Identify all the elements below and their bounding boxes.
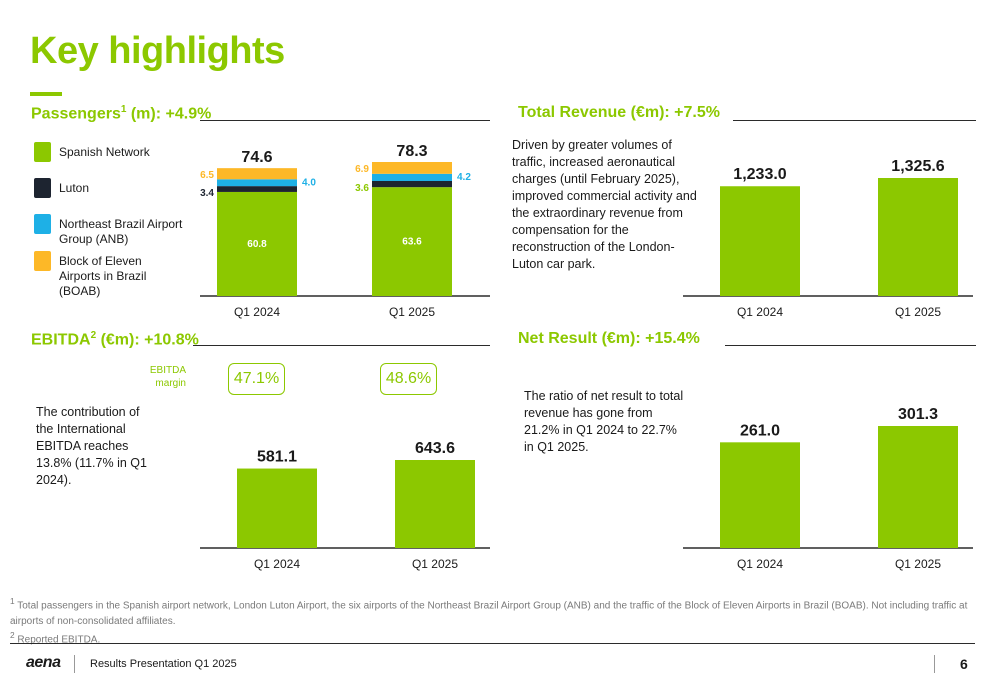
data-label: 1,233.0 bbox=[733, 166, 786, 183]
passengers-heading-label: Passengers bbox=[31, 105, 121, 123]
tick-label: Q1 2025 bbox=[895, 557, 941, 571]
page-title: Key highlights bbox=[30, 30, 285, 72]
tick-label: Q1 2025 bbox=[389, 305, 435, 319]
legend-swatch-luton bbox=[34, 178, 51, 198]
ebitda-heading-sup: 2 bbox=[90, 330, 97, 341]
footnote-1-number: 1 bbox=[10, 596, 15, 606]
passengers-heading-sup: 1 bbox=[120, 104, 127, 115]
bar bbox=[237, 468, 317, 548]
passengers-chart: 60.8 3.4 4.0 6.5 74.6 Q1 2024 63.6 3.6 4.2 6.9 78.… bbox=[200, 143, 490, 319]
bar-segment bbox=[372, 173, 452, 181]
revenue-commentary: Driven by greater volumes of traffic, in… bbox=[512, 138, 697, 271]
footnote-1: 1 Total passengers in the Spanish airpor… bbox=[10, 593, 985, 630]
revenue-heading: Total Revenue (€m): +7.5% bbox=[518, 104, 720, 121]
footer-rule bbox=[10, 643, 975, 644]
bar-segment bbox=[217, 179, 297, 187]
legend-label-spanish: Spanish Network bbox=[59, 145, 150, 159]
tick-label: Q1 2024 bbox=[737, 305, 783, 319]
data-label: 6.9 bbox=[355, 164, 369, 175]
data-label: 581.1 bbox=[257, 449, 297, 466]
data-label: 1,325.6 bbox=[891, 158, 944, 175]
legend-label-luton: Luton bbox=[59, 181, 90, 195]
legend-label-anb: Northeast Brazil Airport Group (ANB) bbox=[59, 217, 183, 246]
net-chart: 261.0 Q1 2024 301.3 Q1 2025 bbox=[683, 406, 973, 571]
bar-segment bbox=[372, 180, 452, 188]
bar bbox=[720, 186, 800, 296]
footer-text: Results Presentation Q1 2025 bbox=[90, 658, 237, 670]
data-label: 63.6 bbox=[402, 237, 422, 248]
ebitda-heading-label: EBITDA bbox=[31, 331, 91, 349]
footnote-1-text: Total passengers in the Spanish airport … bbox=[10, 600, 968, 628]
ebitda-heading-rule bbox=[193, 345, 490, 346]
bar bbox=[395, 460, 475, 548]
data-label: 4.0 bbox=[302, 177, 316, 188]
total-label: 78.3 bbox=[396, 143, 427, 160]
tick-label: Q1 2024 bbox=[254, 557, 300, 571]
data-label: 4.2 bbox=[457, 172, 471, 183]
ebitda-margin-label-line1: EBITDA bbox=[149, 365, 186, 376]
ebitda-commentary: The contribution of the International EB… bbox=[36, 405, 147, 487]
bar-segment bbox=[217, 168, 297, 180]
data-label: 301.3 bbox=[898, 406, 938, 423]
footer-page-divider bbox=[934, 655, 935, 673]
legend-swatch-boab bbox=[34, 251, 51, 271]
bar bbox=[878, 426, 958, 548]
revenue-chart: 1,233.0 Q1 2024 1,325.6 Q1 2025 bbox=[683, 158, 973, 319]
ebitda-margin-q1-2024: 47.1% bbox=[228, 363, 285, 395]
tick-label: Q1 2025 bbox=[895, 305, 941, 319]
tick-label: Q1 2024 bbox=[234, 305, 280, 319]
footnote-2: 2 Reported EBITDA. bbox=[10, 627, 100, 648]
footnote-2-number: 2 bbox=[10, 630, 15, 640]
page-number: 6 bbox=[960, 656, 968, 672]
net-commentary: The ratio of net result to total revenue… bbox=[524, 389, 684, 454]
ebitda-margin-label-line2: margin bbox=[155, 378, 186, 389]
data-label: 6.5 bbox=[200, 170, 214, 181]
net-heading-rule bbox=[725, 345, 976, 346]
bar-segment bbox=[372, 162, 452, 174]
legend-label-boab: Block of Eleven Airports in Brazil (BOAB… bbox=[59, 254, 147, 298]
ebitda-chart: 581.1 Q1 2024 643.6 Q1 2025 bbox=[200, 440, 490, 571]
total-label: 74.6 bbox=[241, 149, 272, 166]
data-label: 3.4 bbox=[200, 188, 214, 199]
aena-logo: aena bbox=[26, 654, 61, 671]
bar-segment bbox=[217, 186, 297, 192]
passengers-heading: Passengers1 (m): +4.9% bbox=[31, 104, 211, 123]
data-label: 643.6 bbox=[415, 440, 455, 457]
ebitda-heading: EBITDA2 (€m): +10.8% bbox=[31, 330, 199, 349]
data-label: 60.8 bbox=[247, 239, 267, 250]
bar-segment bbox=[372, 187, 452, 296]
ebitda-heading-suffix: (€m): +10.8% bbox=[96, 331, 199, 349]
passengers-heading-rule bbox=[200, 120, 490, 121]
passengers-heading-suffix: (m): +4.9% bbox=[126, 105, 212, 123]
title-underline bbox=[30, 92, 62, 96]
ebitda-margin-label: EBITDA margin bbox=[138, 364, 186, 390]
revenue-heading-rule bbox=[733, 120, 976, 121]
data-label: 261.0 bbox=[740, 422, 780, 439]
ebitda-margin-q1-2025: 48.6% bbox=[380, 363, 437, 395]
footnote-2-text: Reported EBITDA. bbox=[17, 634, 101, 646]
bar bbox=[878, 178, 958, 296]
bar bbox=[720, 442, 800, 548]
legend-swatch-spanish bbox=[34, 142, 51, 162]
tick-label: Q1 2024 bbox=[737, 557, 783, 571]
tick-label: Q1 2025 bbox=[412, 557, 458, 571]
data-label: 3.6 bbox=[355, 183, 369, 194]
bar-segment bbox=[217, 191, 297, 296]
legend-swatch-anb bbox=[34, 214, 51, 234]
footer-divider bbox=[74, 655, 75, 673]
net-heading: Net Result (€m): +15.4% bbox=[518, 330, 700, 347]
